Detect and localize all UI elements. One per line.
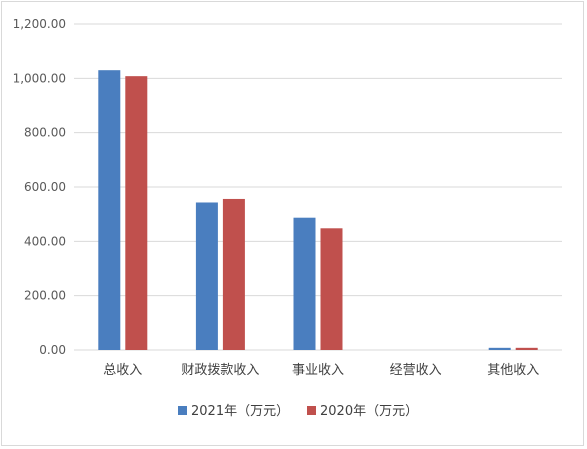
- y-tick-label: 1,000.00: [13, 71, 66, 85]
- x-category-label: 其他收入: [487, 363, 539, 378]
- bars: [98, 70, 538, 350]
- x-axis-categories: 总收入 财政拨款收入 事业收入 经营收入 其他收入: [103, 363, 539, 378]
- bar-2021-0: [98, 70, 121, 350]
- bar-2020-4: [515, 347, 538, 350]
- y-tick-label: 1,200.00: [13, 17, 66, 31]
- legend: 2021年（万元） 2020年（万元）: [178, 404, 418, 419]
- y-tick-label: 200.00: [24, 289, 66, 303]
- bar-2020-0: [125, 76, 148, 350]
- legend-swatch: [178, 406, 187, 415]
- legend-label: 2021年（万元）: [191, 404, 289, 419]
- x-category-label: 财政拨款收入: [181, 363, 259, 378]
- x-category-label: 总收入: [103, 363, 142, 378]
- legend-label: 2020年（万元）: [320, 404, 418, 419]
- y-tick-label: 800.00: [24, 126, 66, 140]
- y-tick-label: 600.00: [24, 180, 66, 194]
- gridlines: [74, 23, 562, 351]
- y-axis-ticks: 0.00 200.00 400.00 600.00 800.00 1,000.00 1,20…: [13, 17, 66, 357]
- y-tick-label: 400.00: [24, 234, 66, 248]
- bar-2021-2: [293, 217, 316, 350]
- legend-swatch: [307, 406, 316, 415]
- bar-2020-1: [222, 198, 245, 350]
- bar-2020-2: [320, 228, 343, 350]
- x-category-label: 经营收入: [390, 363, 442, 378]
- y-tick-label: 0.00: [39, 343, 66, 357]
- x-category-label: 事业收入: [292, 363, 344, 378]
- bar-2021-4: [488, 347, 511, 350]
- bar-2021-1: [195, 202, 218, 350]
